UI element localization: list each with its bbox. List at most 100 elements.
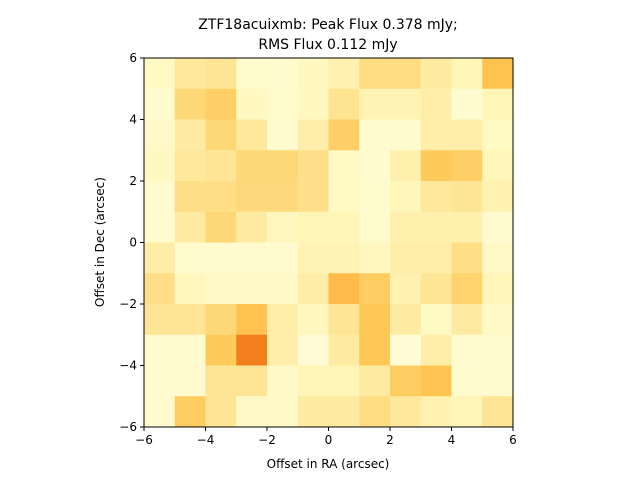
heatmap-cell (205, 273, 237, 305)
heatmap-cell (420, 88, 452, 120)
heatmap-cell (359, 88, 391, 120)
heatmap-cell (420, 365, 452, 397)
heatmap-cell (144, 119, 176, 151)
heatmap-cell (205, 150, 237, 182)
heatmap-cell (451, 119, 483, 151)
y-axis: −6 −4 −2 0 2 4 6 (119, 51, 144, 434)
heatmap-cell (420, 273, 452, 305)
heatmap-cell (174, 304, 206, 336)
heatmap-cell (174, 242, 206, 274)
heatmap-cell (359, 181, 391, 213)
heatmap-cell (359, 304, 391, 336)
heatmap-cell (205, 304, 237, 336)
heatmap-cell (236, 396, 268, 428)
heatmap-cell (205, 119, 237, 151)
heatmap-cell (236, 119, 268, 151)
heatmap-cell (482, 58, 514, 90)
heatmap-cell (390, 334, 422, 366)
heatmap-cell (420, 242, 452, 274)
heatmap-cell (174, 88, 206, 120)
heatmap-cell (205, 211, 237, 243)
heatmap-cell (267, 88, 299, 120)
heatmap-cell (328, 304, 360, 336)
heatmap-cell (205, 396, 237, 428)
heatmap-cell (205, 58, 237, 90)
heatmap-cells (144, 58, 514, 428)
x-tick-label: −2 (258, 433, 276, 447)
heatmap-cell (482, 242, 514, 274)
x-tick-label: 0 (325, 433, 333, 447)
heatmap-cell (420, 304, 452, 336)
y-tick-label: 4 (129, 113, 137, 127)
heatmap-cell (236, 365, 268, 397)
heatmap-cell (297, 334, 329, 366)
heatmap-cell (328, 396, 360, 428)
heatmap-cell (482, 119, 514, 151)
heatmap-cell (359, 273, 391, 305)
heatmap-cell (236, 334, 268, 366)
heatmap-cell (420, 334, 452, 366)
heatmap-cell (328, 273, 360, 305)
heatmap-cell (144, 396, 176, 428)
heatmap-cell (328, 242, 360, 274)
heatmap-cell (390, 119, 422, 151)
heatmap-cell (297, 119, 329, 151)
heatmap-cell (205, 88, 237, 120)
heatmap-cell (297, 396, 329, 428)
heatmap-cell (390, 365, 422, 397)
x-axis: −6 −4 −2 0 2 4 6 (135, 427, 517, 447)
heatmap-cell (144, 211, 176, 243)
heatmap-cell (236, 304, 268, 336)
heatmap-cell (144, 150, 176, 182)
heatmap-cell (297, 181, 329, 213)
heatmap-cell (328, 119, 360, 151)
y-tick-label: 2 (129, 174, 137, 188)
heatmap-cell (267, 273, 299, 305)
heatmap-cell (451, 211, 483, 243)
heatmap-cell (267, 181, 299, 213)
heatmap-cell (236, 242, 268, 274)
y-axis-label: Offset in Dec (arcsec) (93, 177, 107, 307)
heatmap-cell (297, 150, 329, 182)
heatmap-cell (267, 396, 299, 428)
heatmap-cell (390, 211, 422, 243)
x-tick-label: 2 (386, 433, 394, 447)
heatmap-cell (297, 273, 329, 305)
heatmap-cell (297, 211, 329, 243)
heatmap-cell (236, 273, 268, 305)
heatmap-cell (451, 150, 483, 182)
heatmap-cell (482, 273, 514, 305)
heatmap-cell (451, 242, 483, 274)
heatmap-cell (482, 88, 514, 120)
heatmap-cell (205, 334, 237, 366)
heatmap-cell (267, 334, 299, 366)
heatmap-cell (451, 396, 483, 428)
y-tick-label: 6 (129, 51, 137, 65)
heatmap-cell (359, 334, 391, 366)
heatmap-cell (297, 88, 329, 120)
heatmap-cell (451, 304, 483, 336)
heatmap-cell (390, 58, 422, 90)
heatmap-cell (482, 334, 514, 366)
y-tick-label: −2 (119, 297, 137, 311)
heatmap-cell (267, 211, 299, 243)
heatmap-cell (267, 58, 299, 90)
heatmap-cell (297, 58, 329, 90)
y-tick-label: −4 (119, 359, 137, 373)
heatmap-cell (236, 58, 268, 90)
heatmap-cell (205, 181, 237, 213)
heatmap-cell (144, 58, 176, 90)
heatmap-cell (205, 242, 237, 274)
heatmap-cell (359, 211, 391, 243)
heatmap-cell (451, 365, 483, 397)
heatmap-cell (359, 58, 391, 90)
heatmap-cell (144, 273, 176, 305)
heatmap-cell (328, 334, 360, 366)
heatmap-cell (420, 181, 452, 213)
heatmap-cell (420, 58, 452, 90)
heatmap-cell (174, 150, 206, 182)
x-tick-label: −4 (197, 433, 215, 447)
heatmap-cell (359, 365, 391, 397)
heatmap-cell (390, 88, 422, 120)
